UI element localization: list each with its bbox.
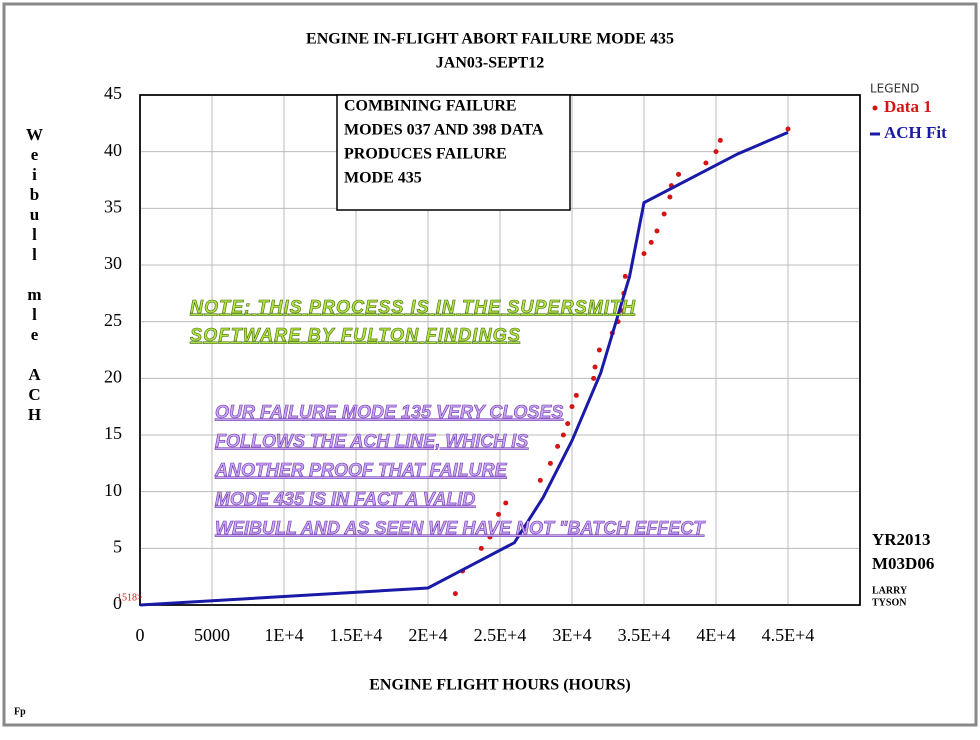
origin-label: 1518> [117, 592, 143, 603]
data-point [785, 126, 791, 132]
data-point [496, 511, 502, 517]
x-tick-label: 0 [136, 625, 145, 645]
y-tick-label: 30 [104, 253, 122, 273]
y-tick-label: 35 [104, 196, 122, 216]
data-point [717, 137, 723, 143]
data-point [713, 149, 719, 155]
green-note-line: NOTE: THIS PROCESS IS IN THE SUPERSMITH [190, 297, 636, 317]
data-point [592, 364, 598, 370]
data-point [555, 443, 561, 449]
box-note-line: COMBINING FAILURE [344, 98, 517, 115]
purple-note-line: OUR FAILURE MODE 135 VERY CLOSES [215, 402, 563, 422]
data-point [661, 211, 667, 217]
chart-subtitle: JAN03-SEPT12 [436, 55, 544, 72]
data-point [648, 239, 654, 245]
legend-title: LEGEND [870, 82, 919, 96]
y-axis-label: Weibull mle ACH [25, 125, 44, 425]
data-point [573, 392, 579, 398]
data-point [478, 545, 484, 551]
box-note-line: MODE 435 [344, 170, 422, 187]
y-tick-label: 40 [104, 140, 122, 160]
y-tick-label: 15 [104, 423, 122, 443]
y-tick-label: 25 [104, 310, 122, 330]
data-point [591, 375, 597, 381]
y-tick-label: 45 [104, 83, 122, 103]
date-stamp: M03D06 [872, 554, 934, 573]
data-point [676, 171, 682, 177]
data-point [654, 228, 660, 234]
legend-label: ACH Fit [884, 123, 947, 142]
y-tick-label: 10 [104, 480, 122, 500]
x-tick-label: 2E+4 [408, 625, 447, 645]
data-point [560, 432, 566, 438]
purple-note-line: WEIBULL AND AS SEEN WE HAVE NOT "BATCH E… [215, 518, 706, 538]
x-tick-label: 1.5E+4 [330, 625, 383, 645]
author: TYSON [872, 597, 907, 608]
data-point [503, 500, 509, 506]
x-tick-label: 4.5E+4 [762, 625, 815, 645]
corner-mark: Fp [14, 706, 26, 717]
data-point [703, 160, 709, 166]
legend-swatch [872, 105, 878, 111]
box-note-line: MODES 037 AND 398 DATA [344, 122, 544, 139]
green-note-line: SOFTWARE BY FULTON FINDINGS [190, 325, 520, 345]
purple-note-line: ANOTHER PROOF THAT FAILURE [214, 460, 508, 480]
x-tick-label: 5000 [194, 625, 230, 645]
chart-title: ENGINE IN-FLIGHT ABORT FAILURE MODE 435 [306, 31, 674, 48]
x-tick-label: 3E+4 [552, 625, 591, 645]
data-point [641, 251, 647, 257]
note-box [336, 94, 571, 211]
box-note-line: PRODUCES FAILURE [344, 146, 507, 163]
date-stamp: YR2013 [872, 530, 931, 549]
data-point [596, 347, 602, 353]
x-tick-label: 3.5E+4 [618, 625, 671, 645]
data-point [487, 534, 493, 540]
y-tick-label: 20 [104, 366, 122, 386]
author: LARRY [872, 585, 908, 596]
fit-line [139, 131, 789, 607]
legend-label: Data 1 [884, 97, 932, 116]
purple-note-line: FOLLOWS THE ACH LINE, WHICH IS [215, 431, 528, 451]
data-point [537, 477, 543, 483]
x-tick-label: 1E+4 [264, 625, 303, 645]
data-point [667, 194, 673, 200]
data-point [622, 273, 628, 279]
data-point [452, 591, 458, 597]
x-axis-label: ENGINE FLIGHT HOURS (HOURS) [369, 677, 631, 694]
x-tick-label: 2.5E+4 [474, 625, 527, 645]
x-tick-label: 4E+4 [696, 625, 735, 645]
data-point [569, 404, 575, 410]
y-tick-label: 0 [113, 593, 122, 613]
data-point [547, 460, 553, 466]
purple-note-line: MODE 435 IS IN FACT A VALID [215, 489, 475, 509]
y-tick-label: 5 [113, 536, 122, 556]
data-point [565, 421, 571, 427]
